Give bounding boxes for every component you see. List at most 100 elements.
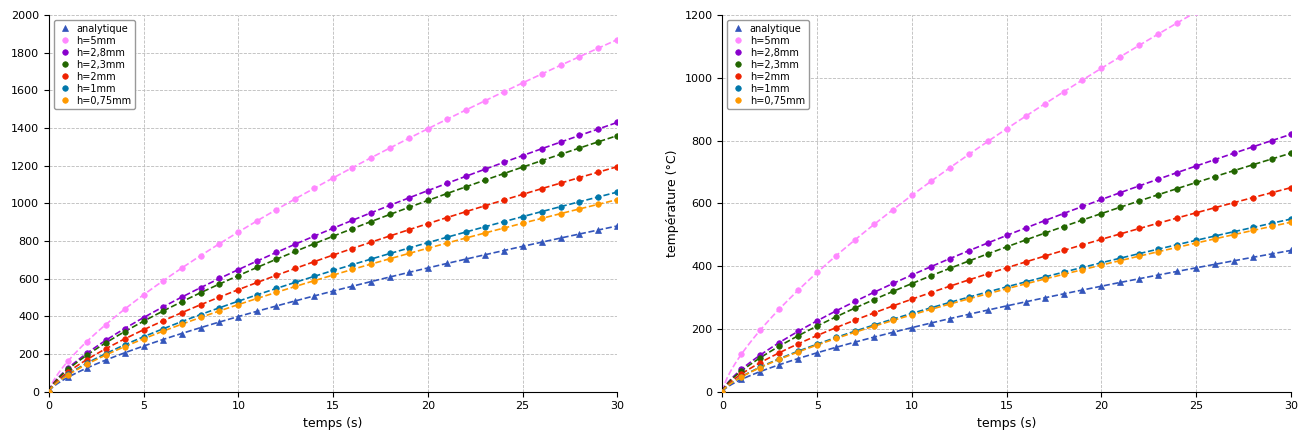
h=5mm xyxy=(534,71,550,77)
Line: h=0,75mm: h=0,75mm xyxy=(46,197,620,394)
h=0,75mm xyxy=(306,278,322,283)
h=2,3mm xyxy=(1037,231,1052,236)
h=5mm xyxy=(1037,101,1052,107)
analytique xyxy=(610,223,626,228)
h=5mm xyxy=(1075,77,1090,82)
h=2mm xyxy=(60,370,76,375)
h=5mm xyxy=(1093,66,1109,71)
analytique xyxy=(1018,299,1034,304)
h=2mm xyxy=(942,284,958,289)
h=5mm xyxy=(1207,0,1223,4)
analytique xyxy=(942,316,958,321)
h=0,75mm xyxy=(326,273,342,278)
h=5mm xyxy=(420,126,436,131)
h=2,8mm xyxy=(847,299,863,304)
Line: h=2mm: h=2mm xyxy=(46,164,620,394)
h=2,3mm xyxy=(174,299,190,304)
h=0,75mm xyxy=(1113,258,1128,263)
h=5mm xyxy=(1018,114,1034,119)
Line: h=1mm: h=1mm xyxy=(720,216,1293,394)
analytique xyxy=(867,334,882,340)
analytique xyxy=(117,350,132,355)
h=1mm xyxy=(590,194,606,199)
h=2mm xyxy=(980,271,996,277)
h=1mm xyxy=(753,364,768,370)
h=2mm xyxy=(1227,200,1242,205)
h=1mm xyxy=(1113,255,1128,261)
h=5mm xyxy=(867,222,882,227)
h=1mm xyxy=(250,292,266,297)
h=2,3mm xyxy=(439,191,454,196)
h=0,75mm xyxy=(1227,232,1242,237)
h=2mm xyxy=(1151,220,1166,226)
h=5mm xyxy=(60,359,76,364)
h=2,8mm xyxy=(344,218,360,223)
h=0,75mm xyxy=(344,267,360,272)
analytique xyxy=(771,362,787,367)
h=2,3mm xyxy=(363,219,378,224)
h=2,3mm xyxy=(847,305,863,310)
h=2,8mm xyxy=(212,276,228,281)
h=5mm xyxy=(79,339,94,344)
h=2,3mm xyxy=(999,244,1014,250)
h=0,75mm xyxy=(942,301,958,306)
h=2,8mm xyxy=(1189,163,1204,168)
h=2,8mm xyxy=(1245,144,1261,149)
h=2,8mm xyxy=(552,139,568,145)
h=2,8mm xyxy=(980,240,996,246)
h=0,75mm xyxy=(41,389,56,394)
analytique xyxy=(847,340,863,345)
h=2mm xyxy=(136,327,152,333)
h=5mm xyxy=(476,98,492,104)
h=2,8mm xyxy=(174,295,190,300)
h=2,8mm xyxy=(458,174,474,179)
h=2,3mm xyxy=(136,318,152,324)
h=2,8mm xyxy=(1264,138,1280,143)
h=1mm xyxy=(1018,279,1034,284)
h=2,3mm xyxy=(610,133,626,138)
h=1mm xyxy=(514,214,530,219)
Line: h=5mm: h=5mm xyxy=(46,37,620,394)
h=0,75mm xyxy=(1075,267,1090,272)
h=1mm xyxy=(1207,233,1223,239)
h=1mm xyxy=(867,322,882,328)
h=2mm xyxy=(1055,248,1071,253)
h=0,75mm xyxy=(1131,254,1147,259)
h=2mm xyxy=(117,336,132,341)
h=2,3mm xyxy=(980,251,996,257)
h=2,3mm xyxy=(791,333,806,338)
h=2,8mm xyxy=(496,160,512,165)
h=2mm xyxy=(809,333,825,338)
analytique xyxy=(961,312,977,317)
h=2mm xyxy=(250,280,266,285)
h=2,8mm xyxy=(79,351,94,356)
h=0,75mm xyxy=(79,362,94,367)
h=2mm xyxy=(715,389,730,394)
h=2,8mm xyxy=(1151,176,1166,182)
h=2,8mm xyxy=(923,264,939,269)
h=2,3mm xyxy=(715,389,730,394)
analytique xyxy=(326,288,342,294)
h=2mm xyxy=(867,310,882,315)
h=0,75mm xyxy=(753,365,768,370)
h=1mm xyxy=(552,204,568,209)
h=5mm xyxy=(942,165,958,170)
analytique xyxy=(552,235,568,241)
h=2,3mm xyxy=(382,212,398,217)
h=2,8mm xyxy=(268,250,284,255)
analytique xyxy=(572,232,588,237)
h=0,75mm xyxy=(496,225,512,231)
h=2mm xyxy=(847,318,863,323)
h=2,3mm xyxy=(572,146,588,151)
h=2mm xyxy=(326,252,342,258)
analytique xyxy=(1283,248,1299,253)
analytique xyxy=(753,369,768,374)
h=0,75mm xyxy=(268,290,284,295)
h=0,75mm xyxy=(136,336,152,341)
h=5mm xyxy=(809,270,825,275)
h=2mm xyxy=(192,302,208,307)
h=5mm xyxy=(1169,20,1185,26)
h=2,8mm xyxy=(60,366,76,371)
h=0,75mm xyxy=(363,262,378,267)
h=2,3mm xyxy=(733,368,749,374)
